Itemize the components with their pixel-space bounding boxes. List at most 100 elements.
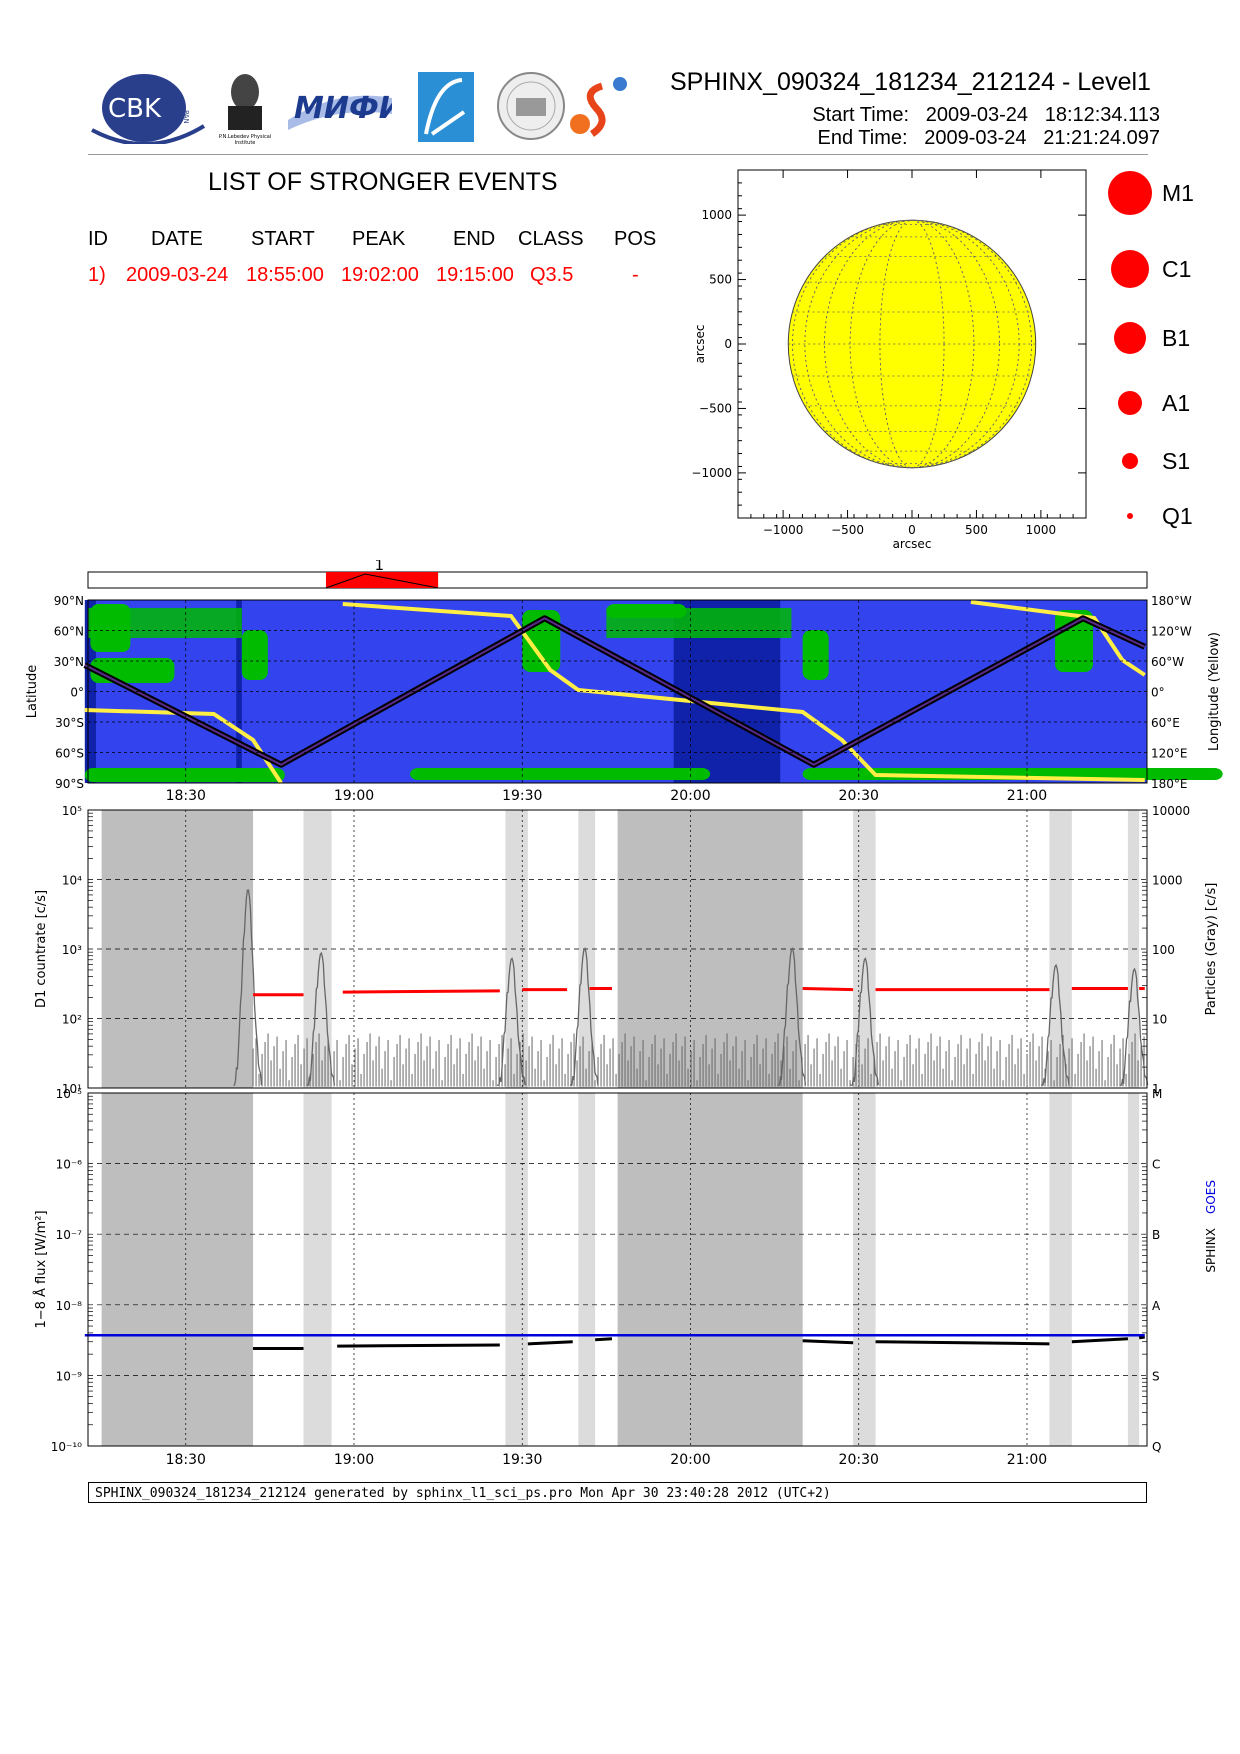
disk-xtick-label: −1000 bbox=[763, 523, 804, 537]
col-class: CLASS bbox=[518, 228, 584, 250]
disk-xtick-label: 0 bbox=[908, 523, 916, 537]
legend-c1: C1 bbox=[1162, 256, 1192, 282]
map-land bbox=[802, 630, 829, 680]
map-land bbox=[84, 768, 285, 782]
map-land bbox=[410, 768, 711, 780]
flux-frame bbox=[87, 1092, 1148, 1447]
map-longitude-tick: 60°W bbox=[1151, 655, 1184, 669]
flux-ytick-label: 10⁻⁹ bbox=[56, 1369, 83, 1383]
disk-ytick-label: 500 bbox=[709, 273, 732, 287]
flux-time-label: 20:30 bbox=[839, 1452, 879, 1468]
flux-time-label: 19:30 bbox=[502, 1452, 542, 1468]
end-date-value: 2009-03-24 bbox=[924, 127, 1027, 149]
flux-ytick-label: 10⁻⁶ bbox=[56, 1158, 83, 1172]
events-title: LIST OF STRONGER EVENTS bbox=[208, 168, 558, 196]
file-title: SPHINX_090324_181234_212124 - Level1 bbox=[670, 68, 1151, 96]
flux-y2tick-label: M bbox=[1152, 1087, 1162, 1101]
col-id: ID bbox=[88, 228, 108, 250]
countrate-ytick-label: 10³ bbox=[62, 943, 82, 957]
map-time-label: 21:00 bbox=[1007, 788, 1047, 804]
map-land bbox=[90, 658, 175, 683]
header-divider bbox=[88, 154, 1148, 155]
start-date-value: 2009-03-24 bbox=[925, 104, 1029, 126]
cbk-logo: CBK PAN bbox=[91, 74, 206, 144]
flux-ylabel: 1−8 Å flux [W/m²] bbox=[33, 1210, 49, 1328]
disk-ytick-label: −1000 bbox=[691, 466, 732, 480]
col-date: DATE bbox=[151, 228, 203, 250]
flux-belt-shade bbox=[505, 1093, 528, 1446]
map-frame bbox=[87, 599, 1148, 784]
d1-countrate-series bbox=[342, 989, 500, 994]
col-start: START bbox=[251, 228, 315, 250]
disk-ytick-label: 1000 bbox=[701, 208, 732, 222]
svg-text:CBK: CBK bbox=[108, 94, 162, 124]
university-seal bbox=[497, 72, 565, 140]
map-land bbox=[88, 608, 242, 638]
countrate-ytick-label: 10¹ bbox=[62, 1082, 82, 1096]
flux-y2tick-label: B bbox=[1152, 1228, 1160, 1242]
disk-xtick-label: 1000 bbox=[1026, 523, 1057, 537]
event-end: 19:15:00 bbox=[436, 264, 514, 286]
disk-ylabel: arcsec bbox=[693, 325, 707, 364]
map-longitude-tick: 120°W bbox=[1151, 625, 1192, 639]
map-latitude-tick: 60°S bbox=[55, 747, 84, 761]
event-peak: 19:02:00 bbox=[341, 264, 419, 286]
col-peak: PEAK bbox=[352, 228, 406, 250]
particle-peak bbox=[233, 889, 263, 1086]
disk-longitude-line bbox=[792, 219, 1032, 469]
svg-text:PAN: PAN bbox=[182, 110, 190, 124]
flux-y2label-goes: GOES bbox=[1204, 1180, 1218, 1214]
lebedev-logo: P.N.Lebedev Physical Institute bbox=[219, 74, 271, 146]
flux-y2label-sphinx: SPHINX bbox=[1204, 1228, 1218, 1273]
flux-saa-shade bbox=[617, 1093, 803, 1446]
legend-marker-q1 bbox=[1127, 513, 1133, 519]
disk-xtick-label: 500 bbox=[965, 523, 988, 537]
end-time-label: End Time: bbox=[817, 127, 908, 149]
start-time-value: 18:12:34.113 bbox=[1044, 104, 1160, 126]
particle-peak bbox=[569, 947, 599, 1086]
flux-belt-shade bbox=[1127, 1093, 1140, 1446]
countrate-y2label: Particles (Gray) [c/s] bbox=[1204, 883, 1219, 1016]
map-longitude-track bbox=[970, 600, 1146, 677]
legend-markers bbox=[1108, 171, 1152, 519]
map-land bbox=[606, 608, 792, 638]
time-series-panels: 1 90°N 180°W 60°N 120°W 30°N 60°W 0° 0° 30°S 60°E 6… bbox=[25, 560, 1223, 1468]
sphinx-flux-series bbox=[1071, 1337, 1129, 1344]
flux-time-label: 20:00 bbox=[670, 1452, 710, 1468]
start-time-label: Start Time: bbox=[812, 104, 910, 126]
map-time-label: 20:30 bbox=[839, 788, 879, 804]
countrate-ytick-label: 10² bbox=[62, 1013, 82, 1027]
solar-disk-chart: −1000 −500 0 500 1000 1000 500 0 −500 −1000 arcsec… bbox=[691, 169, 1087, 551]
legend-s1: S1 bbox=[1162, 448, 1191, 474]
sphinx-flux-series bbox=[1138, 1335, 1145, 1340]
event-pos: - bbox=[632, 264, 639, 286]
map-longitude-tick: 180°E bbox=[1151, 777, 1188, 791]
particle-peak bbox=[306, 951, 335, 1086]
map-longitude-tick: 180°W bbox=[1151, 594, 1192, 608]
countrate-y2tick-label: 10000 bbox=[1152, 804, 1190, 818]
countrate-y2tick-label: 100 bbox=[1152, 943, 1175, 957]
end-time-line: End Time: 2009-03-24 21:21:24.097 bbox=[700, 127, 1160, 150]
map-longitude-track bbox=[84, 708, 283, 785]
flux-ytick-label: 10⁻⁵ bbox=[56, 1087, 83, 1101]
flux-time-label: 18:30 bbox=[166, 1452, 206, 1468]
col-pos: POS bbox=[614, 228, 657, 250]
map-time-label: 19:00 bbox=[334, 788, 374, 804]
event-date: 2009-03-24 bbox=[126, 264, 229, 286]
event-start: 18:55:00 bbox=[246, 264, 324, 286]
countrate-y2tick-label: 1000 bbox=[1152, 874, 1183, 888]
legend-marker-s1 bbox=[1122, 453, 1138, 469]
disk-longitude-line bbox=[879, 219, 945, 469]
flux-y2tick-label: C bbox=[1152, 1158, 1160, 1172]
map-longitude-tick: 120°E bbox=[1151, 747, 1188, 761]
countrate-ytick-label: 10⁵ bbox=[62, 804, 82, 818]
map-land bbox=[241, 630, 268, 680]
map-time-label: 18:30 bbox=[166, 788, 206, 804]
map-longitude-tick: 60°E bbox=[1151, 716, 1180, 730]
legend-marker-c1 bbox=[1111, 250, 1149, 288]
logo-row: CBK PAN P.N.Lebedev Physical Institute М… bbox=[88, 66, 648, 148]
event-bar-frame bbox=[87, 571, 1148, 589]
map-time-label: 19:30 bbox=[502, 788, 542, 804]
particle-peak bbox=[1119, 967, 1149, 1086]
map-latitude-tick: 0° bbox=[70, 686, 84, 700]
